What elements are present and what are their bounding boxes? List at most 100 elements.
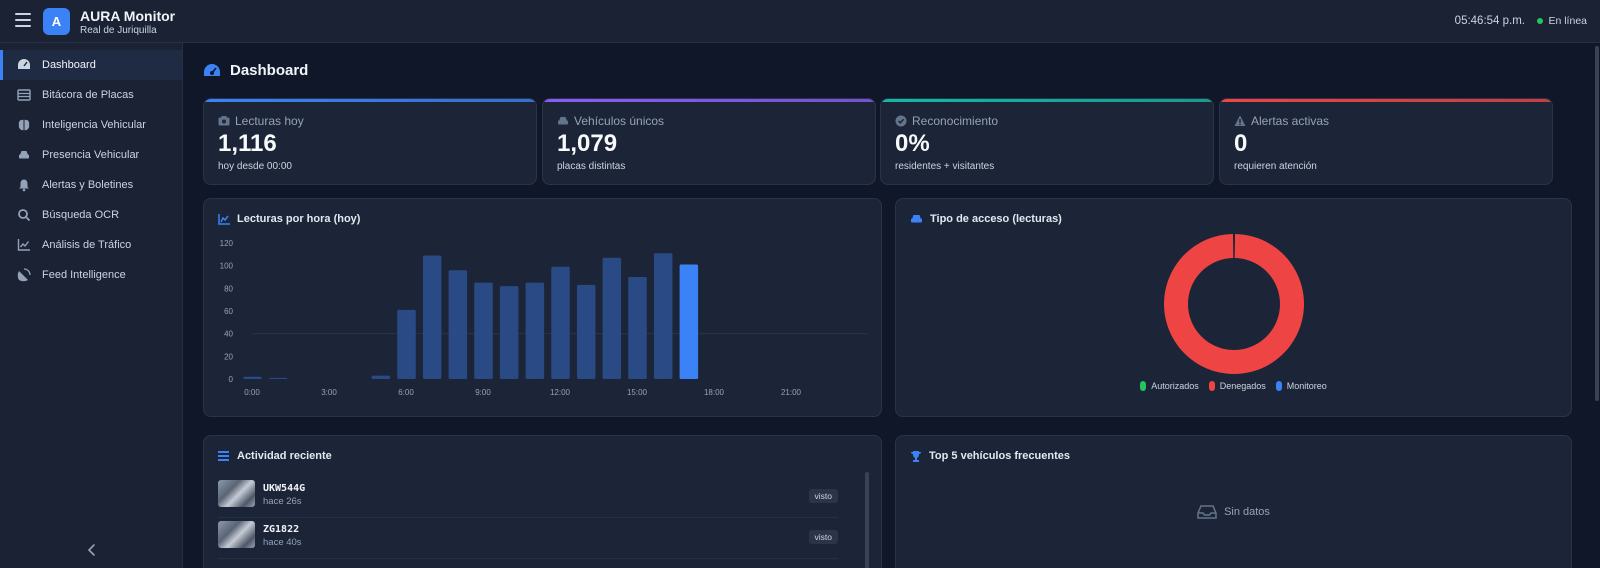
activity-item[interactable]: ZG1822 hace 40s visto: [218, 521, 838, 559]
stat-accent-bar: [1220, 99, 1552, 102]
legend-item-denegados[interactable]: Denegados: [1208, 381, 1266, 391]
bar-hour-5[interactable]: [371, 375, 391, 379]
status-badge: visto: [808, 489, 838, 503]
sidebar-item-dashboard[interactable]: Dashboard: [0, 50, 182, 80]
access-card-title-text: Tipo de acceso (lecturas): [930, 213, 1062, 225]
stat-accent-bar: [543, 99, 875, 102]
bar-hour-12[interactable]: [551, 266, 570, 379]
x-tick-label: 15:00: [627, 388, 648, 397]
stat-label: Vehículos únicos: [557, 114, 664, 128]
stat-subtext: residentes + visitantes: [895, 161, 995, 172]
legend-swatch: [1208, 381, 1215, 391]
stat-card: Lecturas hoy 1,116 hoy desde 00:00: [203, 98, 537, 185]
activity-item[interactable]: UKW544G hace 26s visto: [218, 480, 838, 518]
stat-accent-bar: [204, 99, 536, 102]
bar-hour-15[interactable]: [628, 277, 647, 379]
stat-accent-bar: [881, 99, 1213, 102]
search-icon: [17, 208, 31, 222]
access-donut-chart: [1164, 234, 1304, 374]
app-subtitle: Real de Juriquilla: [80, 25, 157, 36]
access-type-card: Tipo de acceso (lecturas) Autorizados Den…: [895, 198, 1572, 417]
plate-number: ZG1822: [263, 524, 300, 535]
camera-icon: [218, 116, 230, 126]
bar-hour-16[interactable]: [653, 253, 673, 379]
sidebar-item-label: Inteligencia Vehicular: [42, 119, 146, 131]
top-bar: A AURA Monitor Real de Juriquilla 05:46:…: [0, 0, 1600, 43]
collapse-sidebar-icon[interactable]: [84, 542, 100, 558]
stat-label-text: Alertas activas: [1251, 114, 1330, 128]
x-tick-label: 3:00: [321, 388, 337, 397]
vehicle-thumbnail[interactable]: [218, 521, 255, 548]
sidebar: Dashboard Bitácora de Placas Inteligencia …: [0, 43, 183, 568]
gauge-icon: [204, 63, 220, 76]
status-badge: visto: [808, 530, 838, 544]
sidebar-item-bitacora-de-placas[interactable]: Bitácora de Placas: [0, 80, 182, 110]
stat-label: Lecturas hoy: [218, 114, 304, 128]
activity-card-title-text: Actividad reciente: [237, 450, 332, 462]
bar-hour-10[interactable]: [499, 286, 519, 379]
stat-value: 0: [1234, 130, 1248, 157]
y-tick-label: 100: [220, 262, 234, 271]
bar-hour-17[interactable]: [679, 264, 699, 379]
empty-state: Sin datos: [896, 505, 1571, 519]
page-scrollbar-thumb[interactable]: [1595, 46, 1599, 401]
legend-label: Monitoreo: [1286, 381, 1327, 391]
stat-card: Reconocimiento 0% residentes + visitantes: [880, 98, 1214, 185]
bar-hour-11[interactable]: [525, 282, 545, 379]
bar-hour-1[interactable]: [268, 377, 288, 379]
bar-hour-13[interactable]: [576, 284, 596, 379]
stat-card: Alertas activas 0 requieren atención: [1219, 98, 1553, 185]
hourly-bar-chart: 0 20 40 60 80 100 120 0:00 3:00 6:00 9:00 12:00 15:0…: [220, 239, 868, 397]
sidebar-item-label: Análisis de Tráfico: [42, 239, 132, 251]
sidebar-item-analisis-de-trafico[interactable]: Análisis de Tráfico: [0, 230, 182, 260]
sidebar-item-alertas-y-boletines[interactable]: Alertas y Boletines: [0, 170, 182, 200]
trophy-icon: [911, 450, 921, 462]
page-title-text: Dashboard: [230, 62, 309, 79]
sidebar-item-inteligencia-vehicular[interactable]: Inteligencia Vehicular: [0, 110, 182, 140]
vehicle-thumbnail[interactable]: [218, 480, 255, 507]
sidebar-item-presencia-vehicular[interactable]: Presencia Vehicular: [0, 140, 182, 170]
stat-label-text: Vehículos únicos: [574, 114, 665, 128]
x-tick-label: 12:00: [550, 388, 571, 397]
bar-hour-9[interactable]: [474, 282, 493, 379]
car-icon: [558, 117, 568, 125]
warning-icon: [1234, 115, 1246, 126]
car-icon: [911, 215, 922, 223]
y-tick-label: 20: [224, 352, 233, 361]
sidebar-item-feed-intelligence[interactable]: Feed Intelligence: [0, 260, 182, 290]
x-tick-label: 0:00: [244, 388, 260, 397]
y-tick-label: 60: [224, 307, 233, 316]
legend-item-monitoreo[interactable]: Monitoreo: [1275, 381, 1327, 391]
donut-legend: Autorizados Denegados Monitoreo: [896, 381, 1571, 391]
top-card-title-text: Top 5 vehículos frecuentes: [929, 450, 1071, 462]
legend-swatch: [1140, 381, 1147, 391]
app-logo: A: [43, 8, 70, 35]
bar-hour-8[interactable]: [448, 270, 468, 379]
menu-icon[interactable]: [15, 13, 31, 27]
sidebar-item-busqueda-ocr[interactable]: Búsqueda OCR: [0, 200, 182, 230]
hourly-card-title-text: Lecturas por hora (hoy): [237, 213, 361, 225]
legend-swatch: [1275, 381, 1282, 391]
activity-card-title: Actividad reciente: [218, 450, 332, 462]
empty-state-text: Sin datos: [1224, 506, 1270, 518]
sidebar-nav: Dashboard Bitácora de Placas Inteligencia …: [0, 43, 182, 290]
car-icon: [17, 148, 31, 162]
hourly-card-title: Lecturas por hora (hoy): [218, 213, 360, 225]
bar-hour-7[interactable]: [422, 255, 442, 379]
top-vehicles-card: Top 5 vehículos frecuentes Sin datos: [895, 435, 1572, 568]
donut-slice-denegados[interactable]: [1164, 234, 1304, 374]
bar-hour-14[interactable]: [602, 257, 622, 379]
inbox-icon: [1197, 505, 1217, 519]
y-tick-label: 120: [220, 239, 234, 248]
stat-label: Alertas activas: [1234, 114, 1329, 128]
list-table-icon: [17, 88, 31, 102]
bar-hour-6[interactable]: [397, 309, 416, 379]
legend-item-autorizados[interactable]: Autorizados: [1140, 381, 1199, 391]
bar-hour-0[interactable]: [243, 376, 262, 379]
app-title: AURA Monitor: [80, 8, 176, 24]
legend-label: Denegados: [1219, 381, 1266, 391]
sidebar-item-label: Presencia Vehicular: [42, 149, 140, 161]
satellite-dish-icon: [17, 268, 31, 282]
brain-icon: [17, 118, 31, 132]
activity-scrollbar[interactable]: [865, 472, 869, 568]
